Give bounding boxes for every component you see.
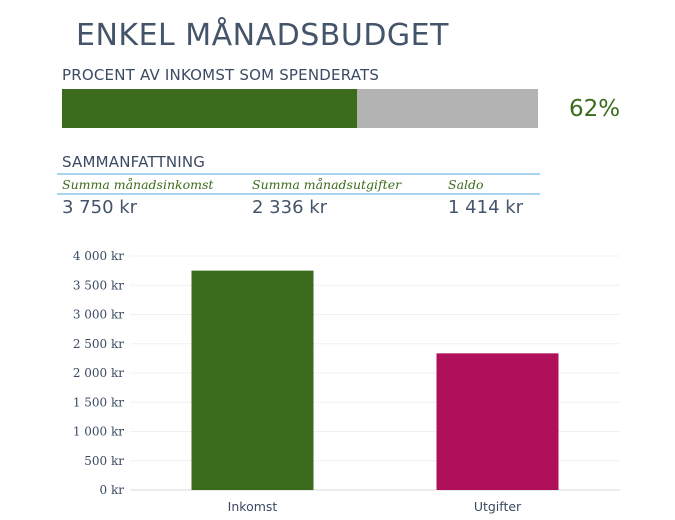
y-tick-label: 4 000 kr	[73, 249, 124, 263]
summary-value-expenses: 2 336 kr	[252, 197, 328, 218]
y-tick-label: 500 kr	[84, 454, 124, 468]
summary-mid-rule	[57, 193, 540, 195]
summary-label-expenses: Summa månadsutgifter	[252, 177, 402, 192]
page-title: ENKEL MÅNADSBUDGET	[76, 18, 449, 53]
summary-value-balance: 1 414 kr	[448, 197, 524, 218]
y-tick-label: 2 500 kr	[73, 337, 124, 351]
y-tick-label: 1 500 kr	[73, 395, 124, 409]
y-tick-label: 3 500 kr	[73, 278, 124, 292]
summary-label-balance: Saldo	[448, 177, 484, 192]
x-category-label: Utgifter	[474, 499, 522, 514]
progress-label: PROCENT AV INKOMST SOM SPENDERATS	[62, 66, 380, 84]
y-tick-label: 0 kr	[100, 483, 125, 497]
bar-utgifter	[436, 353, 559, 490]
summary-heading: SAMMANFATTNING	[62, 153, 206, 171]
y-tick-label: 1 000 kr	[73, 425, 124, 439]
summary-top-rule	[57, 173, 540, 175]
y-tick-label: 3 000 kr	[73, 308, 124, 322]
y-tick-label: 2 000 kr	[73, 366, 124, 380]
x-category-label: Inkomst	[228, 499, 278, 514]
summary-label-income: Summa månadsinkomst	[62, 177, 214, 192]
progress-percent: 62%	[569, 96, 621, 122]
progress-bar-fill	[62, 89, 358, 128]
progress-bar	[62, 89, 538, 128]
summary-value-income: 3 750 kr	[62, 197, 138, 218]
bar-inkomst	[191, 270, 314, 490]
